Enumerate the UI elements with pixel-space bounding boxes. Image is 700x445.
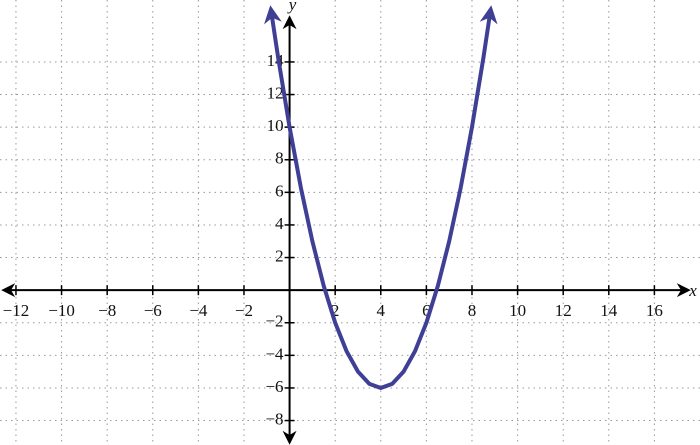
x-tick-label: 16 [646, 301, 663, 320]
x-tick-label: 10 [509, 301, 526, 320]
y-tick-label: −2 [265, 312, 283, 331]
y-tick-label: 12 [267, 83, 284, 102]
x-tick-label: −6 [144, 301, 162, 320]
x-tick-label: 6 [422, 301, 431, 320]
y-tick-label: −8 [265, 409, 283, 428]
y-tick-label: 2 [275, 246, 284, 265]
x-tick-label: −2 [235, 301, 253, 320]
x-axis-label: x [688, 281, 697, 300]
x-tick-label: 8 [468, 301, 477, 320]
y-tick-label: 8 [275, 149, 284, 168]
x-tick-label: −4 [189, 301, 208, 320]
x-tick-label: 12 [555, 301, 572, 320]
y-tick-label: 10 [267, 116, 284, 135]
x-tick-label: 2 [331, 301, 340, 320]
x-tick-label: 4 [377, 301, 386, 320]
curve [264, 5, 498, 390]
y-tick-label: 6 [275, 181, 284, 200]
y-tick-label: −4 [265, 344, 284, 363]
labels: −12 −10 −8 −6 −4 −2 2 4 6 8 10 12 14 16 −8 −6 −4 −2 2 4 6 8 10… [3, 0, 698, 428]
x-tick-label: −10 [48, 301, 75, 320]
y-tick-label: −6 [265, 377, 283, 396]
x-tick-label: −8 [98, 301, 116, 320]
x-tick-label: −12 [3, 301, 30, 320]
y-axis-label: y [287, 0, 297, 14]
y-tick-label: 4 [275, 214, 284, 233]
axes [1, 15, 691, 445]
x-tick-label: 14 [600, 301, 618, 320]
